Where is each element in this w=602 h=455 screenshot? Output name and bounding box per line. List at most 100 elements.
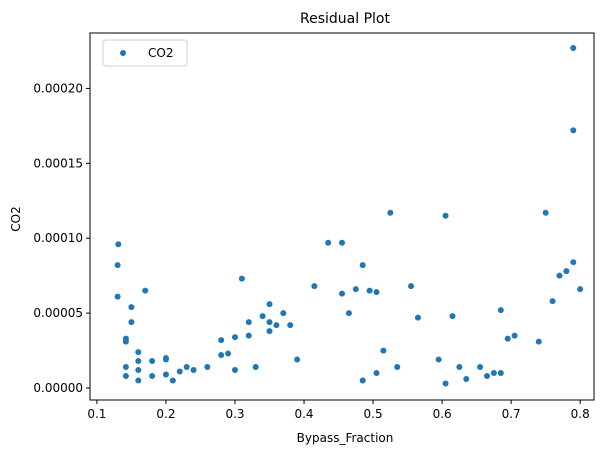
data-point [556, 272, 563, 279]
data-point [325, 239, 332, 246]
data-point [463, 376, 470, 383]
data-point [535, 338, 542, 345]
data-point [511, 332, 518, 339]
data-point [190, 367, 197, 374]
x-tick-label: 0.5 [364, 407, 383, 421]
x-tick-label: 0.4 [294, 407, 313, 421]
x-tick-label: 0.2 [156, 407, 175, 421]
data-point [394, 364, 401, 371]
legend-marker [120, 50, 126, 56]
data-point [245, 319, 252, 326]
data-point [366, 287, 373, 294]
data-point [135, 377, 142, 384]
data-point [231, 334, 238, 341]
data-point [128, 304, 135, 311]
data-point [142, 287, 149, 294]
data-point [204, 364, 211, 371]
data-point [414, 314, 421, 321]
data-point [359, 262, 366, 269]
data-point [114, 293, 121, 300]
data-point [435, 356, 442, 363]
data-point [408, 283, 415, 290]
data-point [456, 364, 463, 371]
data-point [549, 298, 556, 305]
data-point [577, 286, 584, 293]
legend-frame [102, 39, 188, 67]
y-tick-label: 0.00020 [33, 81, 83, 95]
data-point [122, 338, 129, 345]
data-point [115, 241, 122, 248]
legend-entry-co2: CO2 [148, 46, 173, 60]
data-point [149, 358, 156, 365]
data-point [183, 364, 190, 371]
data-point [245, 332, 252, 339]
data-point [570, 44, 577, 51]
data-point [122, 373, 129, 380]
plot-points [114, 44, 584, 387]
data-point [345, 310, 352, 317]
y-axis-label: CO2 [9, 206, 23, 231]
data-point [266, 319, 273, 326]
x-axis-label: Bypass_Fraction [297, 431, 394, 445]
data-point [570, 127, 577, 134]
data-point [266, 301, 273, 308]
data-point [266, 328, 273, 335]
data-point [280, 310, 287, 317]
data-point [128, 319, 135, 326]
legend: CO2 [102, 39, 188, 67]
data-point [477, 364, 484, 371]
data-point [218, 337, 225, 344]
data-point [135, 358, 142, 365]
data-point [490, 370, 497, 377]
data-point [339, 290, 345, 297]
y-tick-label: 0.00000 [33, 381, 83, 395]
data-point [122, 364, 129, 371]
data-point [352, 286, 359, 293]
data-point [162, 371, 169, 378]
data-point [114, 262, 121, 269]
data-point [273, 322, 280, 329]
data-point [287, 322, 294, 329]
chart-title: Residual Plot [300, 11, 390, 27]
data-point [162, 356, 169, 363]
data-point [504, 335, 511, 342]
data-point [563, 268, 570, 275]
data-point [542, 209, 549, 216]
data-point [231, 367, 238, 374]
data-point [359, 377, 366, 384]
data-point [294, 356, 301, 363]
x-tick-label: 0.3 [225, 407, 244, 421]
y-tick-label: 0.00005 [33, 306, 83, 320]
data-point [259, 313, 266, 320]
y-tick-label: 0.00010 [33, 231, 83, 245]
y-axis-ticks: 0.00000 0.00005 0.00010 0.00015 0.00020 [33, 81, 90, 395]
data-point [218, 352, 225, 359]
x-tick-label: 0.8 [571, 407, 590, 421]
data-point [373, 370, 380, 377]
x-tick-label: 0.1 [87, 407, 106, 421]
data-point [176, 368, 183, 375]
y-tick-label: 0.00015 [33, 156, 83, 170]
data-point [442, 212, 449, 219]
data-point [373, 289, 380, 296]
plot-frame [89, 32, 595, 401]
x-tick-label: 0.7 [502, 407, 521, 421]
data-point [135, 349, 142, 356]
data-point [135, 367, 142, 374]
data-point [149, 373, 156, 380]
data-point [238, 275, 245, 282]
data-point [387, 209, 394, 216]
x-axis-ticks: 0.1 0.2 0.3 0.4 0.5 0.6 0.7 0.8 [87, 400, 590, 421]
data-point [311, 283, 318, 290]
x-tick-label: 0.6 [433, 407, 452, 421]
data-point [252, 364, 259, 371]
data-point [449, 313, 456, 320]
data-point [497, 370, 504, 377]
data-point [380, 347, 387, 354]
data-point [225, 350, 232, 357]
data-point [497, 307, 504, 314]
data-point [483, 373, 490, 380]
data-point [169, 377, 176, 384]
data-point [442, 380, 449, 387]
